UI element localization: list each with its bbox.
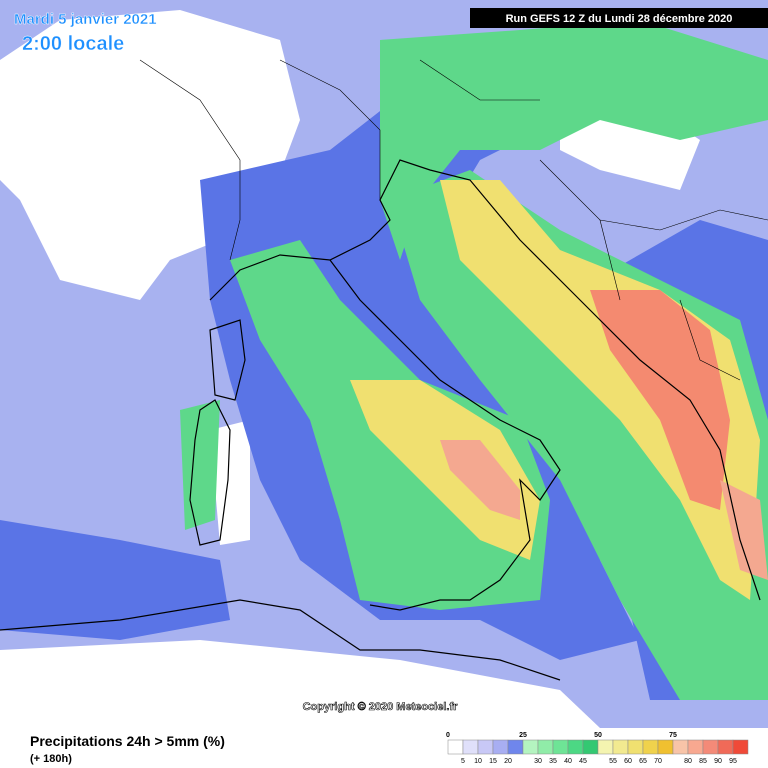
legend-top-label: 25 (519, 732, 527, 739)
zone-red (440, 440, 520, 520)
zone-low (0, 640, 600, 728)
zone-yellow (440, 180, 760, 600)
legend-swatch (627, 739, 644, 755)
legend-swatch (492, 739, 509, 755)
legend-swatch (717, 739, 734, 755)
coastline (189, 399, 231, 546)
date: Mardi 5 janvier 2021 (14, 11, 157, 28)
legend-swatch (597, 739, 614, 755)
zone-green (380, 20, 768, 260)
run: Run GEFS 12 Z du Lundi 28 décembre 2020 (506, 13, 733, 25)
legend-swatch (567, 739, 584, 755)
legend-bottom-label: 20 (504, 758, 512, 765)
legend-bottom-label: 65 (639, 758, 647, 765)
zone-mid (0, 520, 230, 640)
coastline (209, 159, 761, 601)
legend-bottom-label: 55 (609, 758, 617, 765)
legend-bottom-label: 15 (489, 758, 497, 765)
footer-title: Precipitations 24h > 5mm (%) (30, 733, 225, 749)
zone-green (180, 400, 220, 530)
legend-bottom-label: 85 (699, 758, 707, 765)
border (139, 59, 768, 381)
legend-bottom-label: 95 (729, 758, 737, 765)
legend-bottom-label: 30 (534, 758, 542, 765)
legend-bottom-label: 90 (714, 758, 722, 765)
copyright: Copyright © 2020 Meteociel.fr (303, 701, 459, 713)
legend-swatch (447, 739, 464, 755)
legend: 0 25 50 75 5 10 15 20 30 35 40 45 55 60 65 70 80 85 90 95 (446, 732, 749, 765)
coastline (209, 319, 246, 401)
run-box (470, 8, 768, 28)
legend-swatch (702, 739, 719, 755)
legend-top-label: 0 (446, 732, 450, 739)
legend-swatch (642, 739, 659, 755)
legend-swatch (732, 739, 749, 755)
legend-bottom-label: 5 (461, 758, 465, 765)
legend-swatch (507, 739, 524, 755)
legend-top-label: 75 (669, 732, 677, 739)
legend-swatch (462, 739, 479, 755)
legend-bottom-label: 60 (624, 758, 632, 765)
legend-swatch (612, 739, 629, 755)
legend-swatch (522, 739, 539, 755)
legend-bottom-label: 80 (684, 758, 692, 765)
legend-bottom-label: 35 (549, 758, 557, 765)
legend-swatch (552, 739, 569, 755)
legend-swatch (582, 739, 599, 755)
legend-swatch (537, 739, 554, 755)
legend-top-label: 50 (594, 732, 602, 739)
legend-bottom-label: 40 (564, 758, 572, 765)
coastline (329, 259, 561, 611)
zone-yellow (350, 380, 540, 560)
time: 2:00 locale (22, 33, 124, 55)
legend-swatch (687, 739, 704, 755)
legend-swatch (672, 739, 689, 755)
footer-lead: (+ 180h) (30, 753, 72, 765)
legend-bottom-label: 45 (579, 758, 587, 765)
legend-swatch (477, 739, 494, 755)
legend-swatch (657, 739, 674, 755)
legend-bottom-label: 10 (474, 758, 482, 765)
zone-low (210, 420, 250, 545)
legend-bottom-label: 70 (654, 758, 662, 765)
coastline (0, 599, 561, 681)
